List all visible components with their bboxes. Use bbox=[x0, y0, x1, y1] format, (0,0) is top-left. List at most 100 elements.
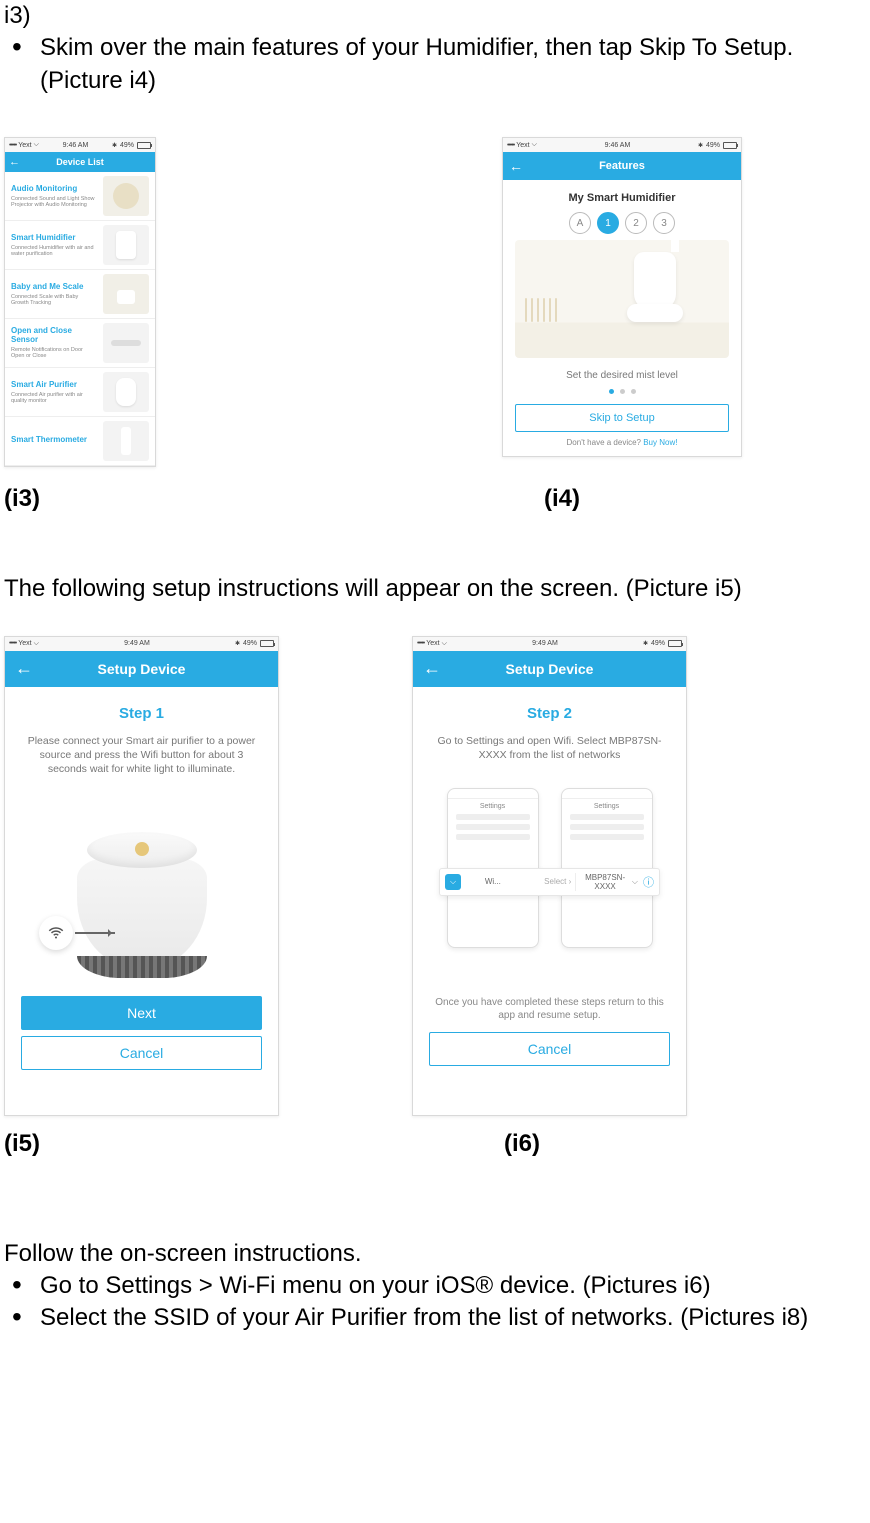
navbar-title: Setup Device bbox=[98, 661, 186, 677]
status-time: 9:49 AM bbox=[532, 640, 558, 647]
device-list: Audio Monitoring Connected Sound and Ligh… bbox=[5, 172, 155, 466]
bullet-dot-icon: • bbox=[4, 1270, 40, 1302]
buy-now-footer: Don't have a device? Buy Now! bbox=[513, 438, 731, 447]
option-1[interactable]: 1 bbox=[597, 212, 619, 234]
item-sub: Connected Scale with Baby Growth Trackin… bbox=[11, 294, 97, 306]
item-title: Smart Air Purifier bbox=[11, 381, 97, 390]
back-icon[interactable]: ← bbox=[509, 158, 523, 174]
screenshot-i4: Yext⌵ 9:46 AM 49% ← Features My Smart Hu… bbox=[502, 137, 742, 457]
bluetooth-icon bbox=[698, 142, 703, 149]
item-title: Open and Close Sensor bbox=[11, 327, 97, 345]
wifi-icon bbox=[39, 916, 73, 950]
select-label: Select › bbox=[520, 877, 574, 886]
wifi-signal-icon: ⌵ bbox=[632, 877, 638, 887]
list-item[interactable]: Smart Thermometer bbox=[5, 417, 155, 466]
item-sub: Remote Notifications on Door Open or Clo… bbox=[11, 347, 97, 359]
humidifier-illustration bbox=[515, 240, 729, 358]
screenshot-i5: Yext⌵ 9:49 AM 49% ← Setup Device Step 1 … bbox=[4, 636, 279, 1116]
purifier-illustration bbox=[19, 788, 264, 988]
list-item[interactable]: Smart Air Purifier Connected Air purifier… bbox=[5, 368, 155, 417]
step-instructions: Go to Settings and open Wifi. Select MBP… bbox=[431, 734, 668, 762]
follow-instructions-text: Follow the on-screen instructions. bbox=[4, 1238, 866, 1270]
battery-icon bbox=[137, 142, 151, 149]
bullet-dot-icon: • bbox=[4, 1302, 40, 1334]
item-thumb bbox=[103, 225, 149, 265]
navbar: ← Features bbox=[503, 152, 741, 180]
wifi-chip-icon: ⌵ bbox=[445, 874, 461, 890]
bullet-select-ssid: • Select the SSID of your Air Purifier f… bbox=[4, 1302, 866, 1334]
navbar: ← Setup Device bbox=[5, 651, 278, 687]
status-time: 9:46 AM bbox=[63, 142, 89, 149]
status-time: 9:46 AM bbox=[605, 142, 631, 149]
skip-to-setup-button[interactable]: Skip to Setup bbox=[515, 404, 729, 432]
info-icon[interactable]: ⓘ bbox=[643, 874, 654, 890]
network-ssid: MBP87SN-XXXX bbox=[578, 873, 632, 891]
bullet-dot-icon: • bbox=[4, 32, 40, 97]
list-item[interactable]: Baby and Me Scale Connected Scale with Ba… bbox=[5, 270, 155, 319]
option-a[interactable]: A bbox=[569, 212, 591, 234]
setup-instructions-text: The following setup instructions will ap… bbox=[4, 573, 866, 605]
buy-now-link[interactable]: Buy Now! bbox=[643, 438, 677, 447]
battery-icon bbox=[723, 142, 737, 149]
status-time: 9:49 AM bbox=[124, 640, 150, 647]
option-2[interactable]: 2 bbox=[625, 212, 647, 234]
item-thumb bbox=[103, 274, 149, 314]
item-thumb bbox=[103, 421, 149, 461]
wifi-settings-illustration: Settings Settings ⌵ Wi... Select › bbox=[427, 774, 672, 974]
features-title: My Smart Humidifier bbox=[513, 192, 731, 204]
wifi-icon: ⌵ bbox=[34, 141, 39, 149]
bullet-goto-settings: • Go to Settings > Wi-Fi menu on your iO… bbox=[4, 1270, 866, 1302]
list-item[interactable]: Open and Close Sensor Remote Notification… bbox=[5, 319, 155, 368]
navbar-title: Features bbox=[599, 160, 645, 172]
navbar-title: Device List bbox=[56, 157, 104, 167]
option-3[interactable]: 3 bbox=[653, 212, 675, 234]
screenshot-i3: Yext⌵ 9:46 AM 49% ← Device List Audio Mo… bbox=[4, 137, 156, 467]
status-bar: Yext⌵ 9:46 AM 49% bbox=[5, 138, 155, 152]
caption-i4: (i4) bbox=[544, 485, 866, 513]
wifi-label: Wi... bbox=[466, 877, 520, 886]
step-label: Step 1 bbox=[19, 705, 264, 722]
item-title: Smart Thermometer bbox=[11, 436, 97, 445]
item-thumb bbox=[103, 323, 149, 363]
item-title: Audio Monitoring bbox=[11, 185, 97, 194]
battery-icon bbox=[260, 640, 274, 647]
step-footer: Once you have completed these steps retu… bbox=[433, 996, 666, 1022]
item-thumb bbox=[103, 176, 149, 216]
list-item[interactable]: Smart Humidifier Connected Humidifier wit… bbox=[5, 221, 155, 270]
item-sub: Connected Humidifier with air and water … bbox=[11, 245, 97, 257]
item-title: Baby and Me Scale bbox=[11, 283, 97, 292]
battery-icon bbox=[668, 640, 682, 647]
back-icon[interactable]: ← bbox=[423, 658, 441, 679]
trailing-line: i3) bbox=[4, 0, 866, 32]
bullet-skim: • Skim over the main features of your Hu… bbox=[4, 32, 866, 97]
wifi-network-row[interactable]: ⌵ Wi... Select › MBP87SN-XXXX ⌵ ⓘ bbox=[439, 868, 660, 896]
screenshot-i6: Yext⌵ 9:49 AM 49% ← Setup Device Step 2 … bbox=[412, 636, 687, 1116]
back-icon[interactable]: ← bbox=[9, 156, 20, 168]
status-bar: Yext⌵ 9:49 AM 49% bbox=[413, 637, 686, 651]
bluetooth-icon bbox=[643, 640, 648, 647]
features-caption: Set the desired mist level bbox=[513, 370, 731, 381]
bluetooth-icon bbox=[235, 640, 240, 647]
item-sub: Connected Air purifier with air quality … bbox=[11, 392, 97, 404]
list-item[interactable]: Audio Monitoring Connected Sound and Ligh… bbox=[5, 172, 155, 221]
cancel-button[interactable]: Cancel bbox=[21, 1036, 262, 1070]
status-bar: Yext⌵ 9:46 AM 49% bbox=[503, 138, 741, 152]
item-sub: Connected Sound and Light Show Projector… bbox=[11, 196, 97, 208]
wifi-icon: ⌵ bbox=[442, 640, 447, 648]
caption-i5: (i5) bbox=[4, 1130, 504, 1158]
bullet-skim-text: Skim over the main features of your Humi… bbox=[40, 32, 866, 97]
page-indicator bbox=[513, 389, 731, 394]
status-bar: Yext⌵ 9:49 AM 49% bbox=[5, 637, 278, 651]
back-icon[interactable]: ← bbox=[15, 658, 33, 679]
bluetooth-icon bbox=[112, 142, 117, 149]
caption-i3: (i3) bbox=[4, 485, 544, 513]
bullet-select-ssid-text: Select the SSID of your Air Purifier fro… bbox=[40, 1302, 866, 1334]
bullet-goto-settings-text: Go to Settings > Wi-Fi menu on your iOS®… bbox=[40, 1270, 866, 1302]
step-label: Step 2 bbox=[427, 705, 672, 722]
navbar-title: Setup Device bbox=[506, 661, 594, 677]
item-title: Smart Humidifier bbox=[11, 234, 97, 243]
next-button[interactable]: Next bbox=[21, 996, 262, 1030]
navbar: ← Setup Device bbox=[413, 651, 686, 687]
cancel-button[interactable]: Cancel bbox=[429, 1032, 670, 1066]
wifi-icon: ⌵ bbox=[34, 640, 39, 648]
